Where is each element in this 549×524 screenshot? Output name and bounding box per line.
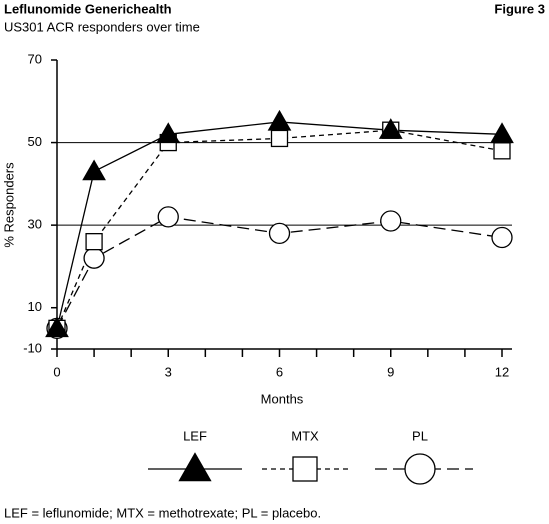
figure-label: Figure 3 <box>494 1 545 16</box>
marker-circle <box>491 226 513 249</box>
marker-triangle <box>267 109 292 131</box>
legend-label: LEF <box>183 428 207 443</box>
legend-label: PL <box>412 428 428 443</box>
marker-circle <box>268 222 291 245</box>
x-tick-label: 3 <box>165 364 172 379</box>
series-line <box>56 129 503 329</box>
marker-square <box>493 142 511 160</box>
marker-circle <box>380 210 402 232</box>
legend-marker <box>178 452 212 482</box>
x-tick-label: 9 <box>387 364 394 379</box>
marker-circle <box>83 247 105 269</box>
x-tick-label: 12 <box>495 364 509 379</box>
marker-triangle <box>378 118 403 139</box>
y-tick-label: 10 <box>28 299 42 314</box>
chart-subtitle: US301 ACR responders over time <box>4 19 200 34</box>
legend-label: MTX <box>291 428 319 443</box>
y-tick-label: 50 <box>28 134 42 149</box>
y-tick-label: 30 <box>28 217 42 232</box>
y-tick-label: 70 <box>28 51 42 66</box>
y-axis-label: % Responders <box>1 162 16 248</box>
marker-triangle <box>82 159 106 181</box>
y-tick-label: -10 <box>23 340 42 355</box>
marker-triangle <box>45 316 69 338</box>
x-tick-label: 6 <box>276 364 283 379</box>
marker-triangle <box>156 122 181 144</box>
legend-marker <box>292 456 318 482</box>
marker-square <box>270 129 289 148</box>
x-tick-label: 0 <box>53 364 60 379</box>
marker-circle <box>157 206 179 228</box>
marker-square <box>85 233 103 251</box>
footnote: LEF = leflunomide; MTX = methotrexate; P… <box>4 505 321 520</box>
x-axis-label: Months <box>261 391 304 406</box>
chart-title: Leflunomide Generichealth <box>4 1 172 16</box>
legend-marker <box>404 453 436 485</box>
marker-triangle <box>490 122 514 144</box>
series-line <box>56 121 503 329</box>
series-line <box>56 216 503 329</box>
